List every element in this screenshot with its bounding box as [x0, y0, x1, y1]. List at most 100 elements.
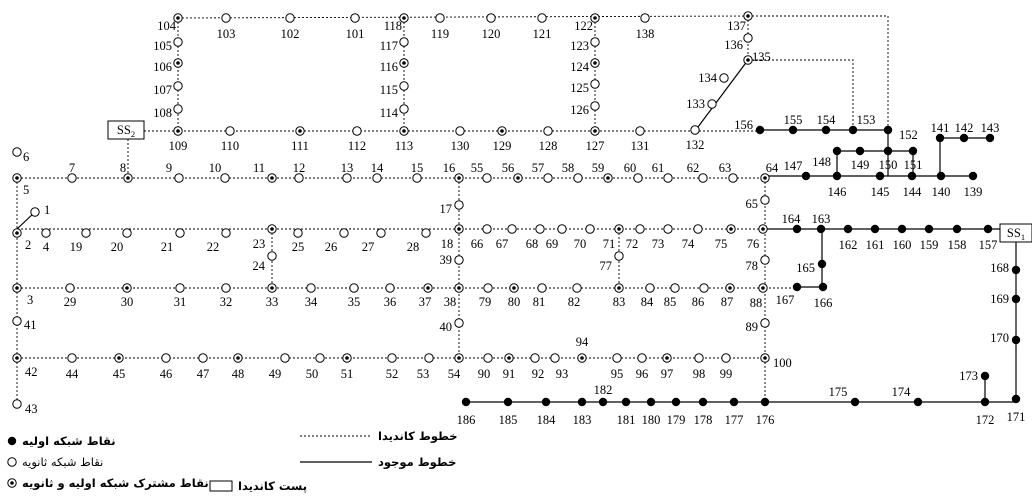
node-183 — [578, 398, 586, 406]
node-label-103: 103 — [217, 27, 236, 41]
primary-point-marker — [504, 398, 512, 406]
node-182 — [599, 398, 607, 406]
node-15 — [413, 174, 421, 182]
node-label-23: 23 — [253, 237, 266, 251]
secondary-point-marker — [544, 127, 552, 135]
node-label-159: 159 — [920, 238, 939, 252]
node-label-110: 110 — [221, 139, 239, 153]
node-9 — [175, 174, 183, 182]
node-176 — [761, 398, 769, 406]
node-162 — [844, 225, 852, 233]
secondary-point-marker — [400, 105, 408, 113]
common-point-center — [457, 176, 461, 180]
primary-point-marker — [909, 147, 917, 155]
node-22 — [222, 229, 230, 237]
node-label-127: 127 — [586, 139, 605, 153]
node-174 — [914, 398, 922, 406]
common-point-center — [270, 227, 274, 231]
node-label-4: 4 — [43, 240, 50, 254]
node-label-69: 69 — [546, 237, 559, 251]
secondary-point-marker — [222, 229, 230, 237]
node-label-139: 139 — [964, 185, 983, 199]
secondary-point-marker — [162, 354, 170, 362]
node-124 — [591, 59, 599, 67]
node-38 — [455, 284, 463, 292]
secondary-point-marker — [176, 229, 184, 237]
node-17 — [455, 201, 463, 209]
node-43 — [13, 400, 21, 408]
node-label-150: 150 — [879, 158, 898, 172]
node-label-53: 53 — [417, 367, 430, 381]
node-126 — [591, 102, 599, 110]
common-point-center — [746, 58, 750, 62]
node-label-164: 164 — [782, 212, 802, 226]
node-107 — [174, 82, 182, 90]
node-83 — [615, 284, 623, 292]
node-94 — [578, 354, 586, 362]
secondary-point-marker — [531, 354, 539, 362]
common-point-center — [402, 61, 406, 65]
common-point-center — [125, 286, 129, 290]
node-label-66: 66 — [471, 237, 484, 251]
node-105 — [174, 38, 182, 46]
node-label-74: 74 — [682, 237, 695, 251]
node-label-152: 152 — [899, 128, 918, 142]
node-86 — [700, 284, 708, 292]
node-label-134: 134 — [698, 71, 718, 85]
common-point-center — [665, 356, 669, 360]
primary-point-marker — [818, 260, 826, 268]
node-20 — [123, 229, 131, 237]
node-49 — [281, 354, 289, 362]
legend-substation-sample — [210, 481, 232, 491]
node-142 — [960, 134, 968, 142]
common-point-center — [763, 356, 767, 360]
node-135 — [744, 56, 752, 64]
secondary-point-marker — [699, 174, 707, 182]
secondary-point-marker — [295, 174, 303, 182]
node-36 — [386, 284, 394, 292]
node-label-83: 83 — [613, 295, 626, 309]
common-point-center — [593, 61, 597, 65]
secondary-point-marker — [586, 225, 594, 233]
primary-point-marker — [937, 172, 945, 180]
node-label-160: 160 — [893, 238, 912, 252]
node-label-79: 79 — [479, 295, 492, 309]
common-point-center — [507, 356, 511, 360]
node-115 — [400, 82, 408, 90]
node-label-63: 63 — [719, 161, 732, 175]
node-label-9: 9 — [166, 161, 172, 175]
primary-point-marker — [817, 225, 825, 233]
node-35 — [350, 284, 358, 292]
node-label-122: 122 — [574, 19, 593, 33]
node-114 — [400, 105, 408, 113]
node-label-148: 148 — [812, 155, 831, 169]
node-140 — [937, 172, 945, 180]
substation-ss1: SS1 — [1000, 224, 1032, 242]
node-82 — [573, 284, 581, 292]
common-point-center — [746, 14, 750, 18]
node-label-37: 37 — [419, 295, 432, 309]
node-label-112: 112 — [348, 139, 366, 153]
common-point-center — [345, 356, 349, 360]
node-label-138: 138 — [636, 27, 655, 41]
node-label-137: 137 — [727, 19, 746, 33]
node-108 — [174, 105, 182, 113]
node-79 — [484, 284, 492, 292]
node-65 — [761, 196, 769, 204]
node-151 — [909, 147, 917, 155]
node-label-153: 153 — [857, 113, 876, 127]
node-label-140: 140 — [932, 185, 951, 199]
primary-point-marker — [756, 126, 764, 134]
node-179 — [672, 398, 680, 406]
node-32 — [222, 284, 230, 292]
node-label-42: 42 — [25, 365, 38, 379]
secondary-point-marker — [729, 174, 737, 182]
common-point-center — [126, 176, 130, 180]
node-label-106: 106 — [153, 60, 172, 74]
node-label-88: 88 — [750, 296, 763, 310]
node-label-17: 17 — [440, 202, 453, 216]
secondary-point-marker — [538, 284, 546, 292]
node-70 — [586, 225, 594, 233]
node-98 — [695, 354, 703, 362]
primary-point-marker — [699, 398, 707, 406]
